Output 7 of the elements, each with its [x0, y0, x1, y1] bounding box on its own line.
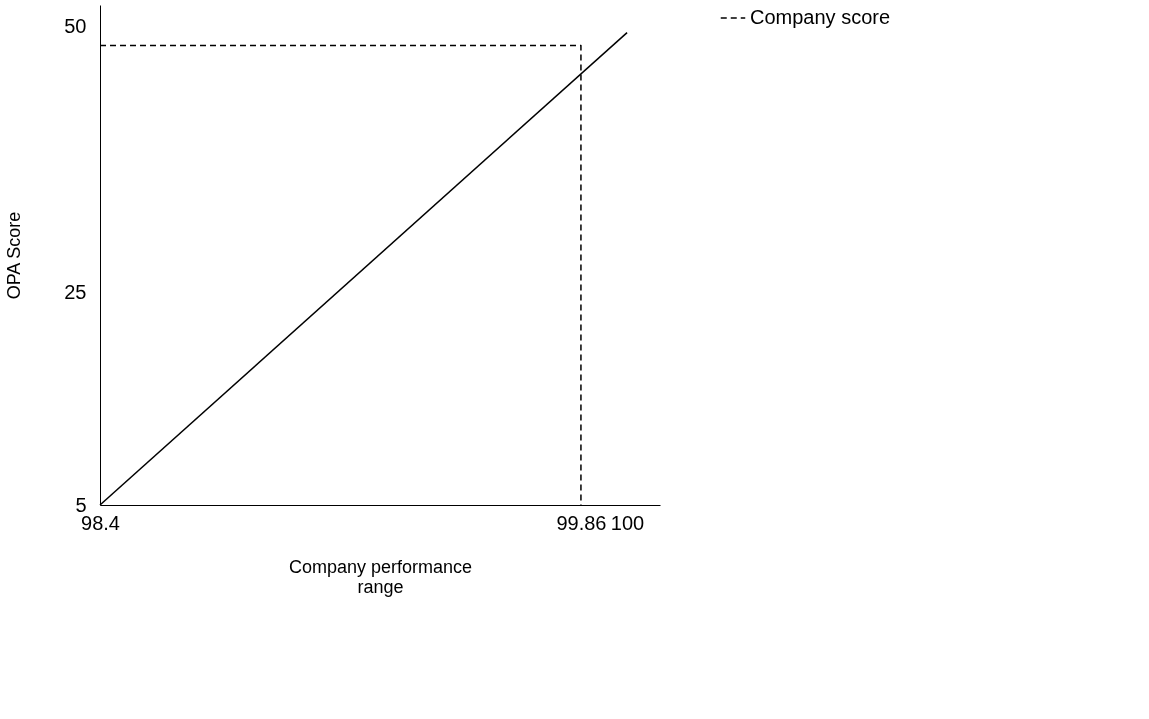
y-tick-label: 25: [64, 280, 87, 303]
y-axis-title: OPA Score: [4, 211, 25, 300]
x-tick-label: 99.86: [556, 511, 607, 534]
x-axis-title: Company performance range: [288, 556, 473, 597]
legend-label: Company score: [750, 6, 891, 28]
y-tick-label: 50: [64, 14, 87, 37]
x-tick-label: 100: [610, 511, 645, 534]
